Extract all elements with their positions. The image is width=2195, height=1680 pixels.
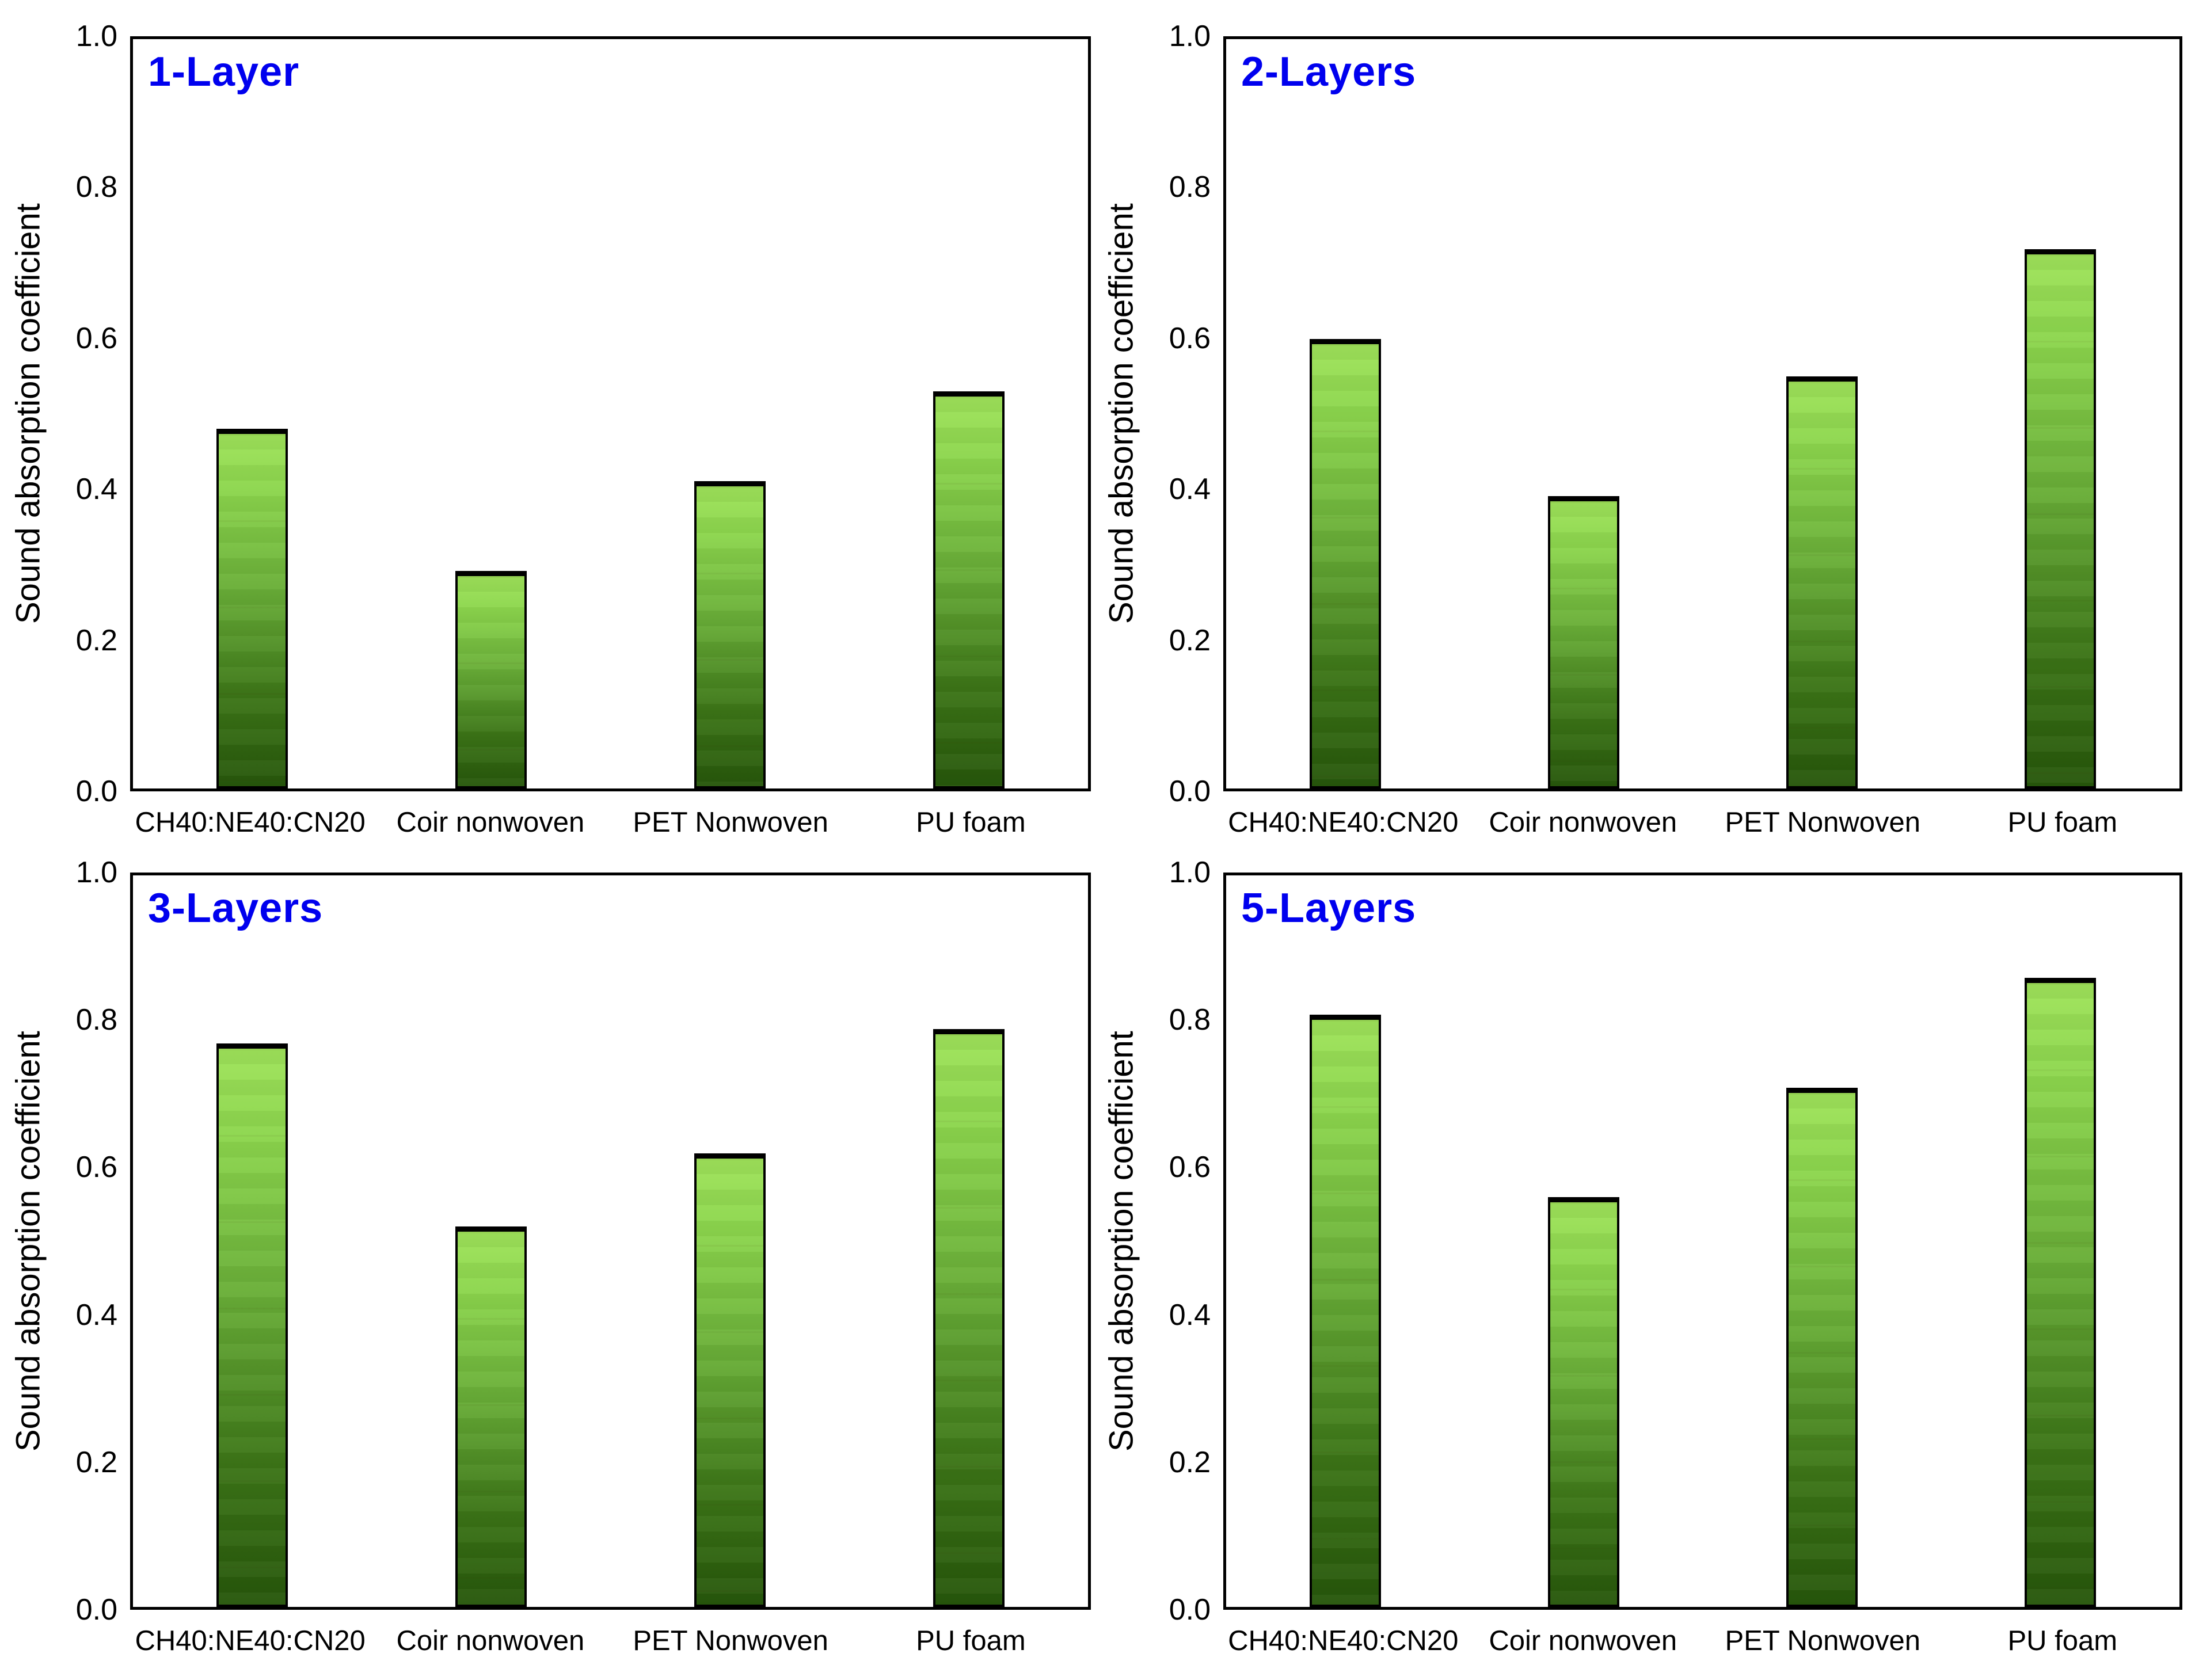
x-tick-label: PU foam xyxy=(2007,1625,2118,1656)
x-tick-label: PU foam xyxy=(2007,807,2118,838)
chart-panel-2-layers: 2-Layers Sound absorption coefficient 0.… xyxy=(1103,20,2182,838)
bar-coir-nonwoven xyxy=(455,571,527,788)
y-tick-label: 1.0 xyxy=(1169,856,1211,889)
x-tick-label: CH40:NE40:CN20 xyxy=(135,807,366,838)
y-tick-label: 0.4 xyxy=(75,1298,117,1332)
chart-panel-1-layer: 1-Layer Sound absorption coefficient 0.0… xyxy=(10,20,1091,838)
y-axis-title: Sound absorption coefficient xyxy=(1102,203,1140,624)
y-tick-label: 0.8 xyxy=(75,170,117,204)
bar-ch40-ne40-cn20 xyxy=(216,1043,288,1607)
bar-pu-foam xyxy=(933,1028,1005,1607)
y-tick-label: 0.0 xyxy=(75,1593,117,1626)
y-tick-label: 0.0 xyxy=(75,775,117,808)
x-tick-label: PET Nonwoven xyxy=(633,1625,828,1656)
chart-panel-3-layers: 3-Layers Sound absorption coefficient 0.… xyxy=(10,856,1091,1656)
bar-pu-foam xyxy=(2025,249,2096,788)
y-tick-label: 0.2 xyxy=(1169,1445,1211,1479)
x-tick-label: Coir nonwoven xyxy=(396,1625,585,1656)
panel-title: 3-Layers xyxy=(148,885,324,931)
y-axis-title: Sound absorption coefficient xyxy=(9,203,47,624)
bar-pu-foam xyxy=(933,391,1005,788)
chart-panel-5-layers: 5-Layers Sound absorption coefficient 0.… xyxy=(1103,856,2182,1656)
x-tick-label: Coir nonwoven xyxy=(396,807,585,838)
y-tick-label: 0.4 xyxy=(1169,473,1211,506)
plot-area: 2-Layers xyxy=(1223,36,2182,791)
x-tick-label: CH40:NE40:CN20 xyxy=(1228,1625,1459,1656)
bar-coir-nonwoven xyxy=(455,1226,527,1607)
x-tick-label: Coir nonwoven xyxy=(1489,807,1677,838)
y-tick-label: 0.0 xyxy=(1169,1593,1211,1626)
x-tick-label: PET Nonwoven xyxy=(1725,807,1921,838)
y-tick-label: 1.0 xyxy=(75,20,117,53)
bar-pu-foam xyxy=(2025,977,2096,1607)
bar-pet-nonwoven xyxy=(694,481,766,788)
bar-pet-nonwoven xyxy=(694,1153,766,1607)
x-tick-label: PET Nonwoven xyxy=(633,807,828,838)
bar-ch40-ne40-cn20 xyxy=(216,429,288,788)
y-tick-label: 0.0 xyxy=(1169,775,1211,808)
y-tick-label: 0.4 xyxy=(1169,1298,1211,1332)
y-tick-label: 0.8 xyxy=(1169,170,1211,204)
bar-ch40-ne40-cn20 xyxy=(1310,1014,1381,1607)
bar-ch40-ne40-cn20 xyxy=(1310,338,1381,788)
plot-area: 5-Layers xyxy=(1223,873,2182,1610)
x-tick-label: Coir nonwoven xyxy=(1489,1625,1677,1656)
y-tick-label: 0.8 xyxy=(75,1003,117,1037)
bar-coir-nonwoven xyxy=(1548,496,1619,788)
x-tick-label: PU foam xyxy=(916,1625,1026,1656)
panel-title: 1-Layer xyxy=(148,49,300,95)
y-tick-label: 1.0 xyxy=(75,856,117,889)
y-tick-label: 0.6 xyxy=(75,1151,117,1184)
y-tick-label: 0.4 xyxy=(75,473,117,506)
y-tick-label: 0.2 xyxy=(75,1445,117,1479)
y-tick-label: 0.2 xyxy=(75,623,117,657)
y-tick-label: 0.6 xyxy=(1169,1151,1211,1184)
y-tick-label: 0.8 xyxy=(1169,1003,1211,1037)
panel-title: 5-Layers xyxy=(1241,885,1417,931)
x-tick-label: PET Nonwoven xyxy=(1725,1625,1921,1656)
bar-pet-nonwoven xyxy=(1786,376,1858,788)
y-axis-title: Sound absorption coefficient xyxy=(9,1031,47,1452)
y-tick-label: 0.6 xyxy=(75,321,117,355)
panel-title: 2-Layers xyxy=(1241,49,1417,95)
y-tick-label: 0.2 xyxy=(1169,623,1211,657)
plot-area: 1-Layer xyxy=(130,36,1091,791)
y-tick-label: 1.0 xyxy=(1169,20,1211,53)
y-axis-title: Sound absorption coefficient xyxy=(1102,1031,1140,1452)
x-tick-label: PU foam xyxy=(916,807,1026,838)
x-tick-label: CH40:NE40:CN20 xyxy=(1228,807,1459,838)
plot-area: 3-Layers xyxy=(130,873,1091,1610)
x-tick-label: CH40:NE40:CN20 xyxy=(135,1625,366,1656)
bar-pet-nonwoven xyxy=(1786,1087,1858,1607)
bar-coir-nonwoven xyxy=(1548,1197,1619,1607)
y-tick-label: 0.6 xyxy=(1169,321,1211,355)
